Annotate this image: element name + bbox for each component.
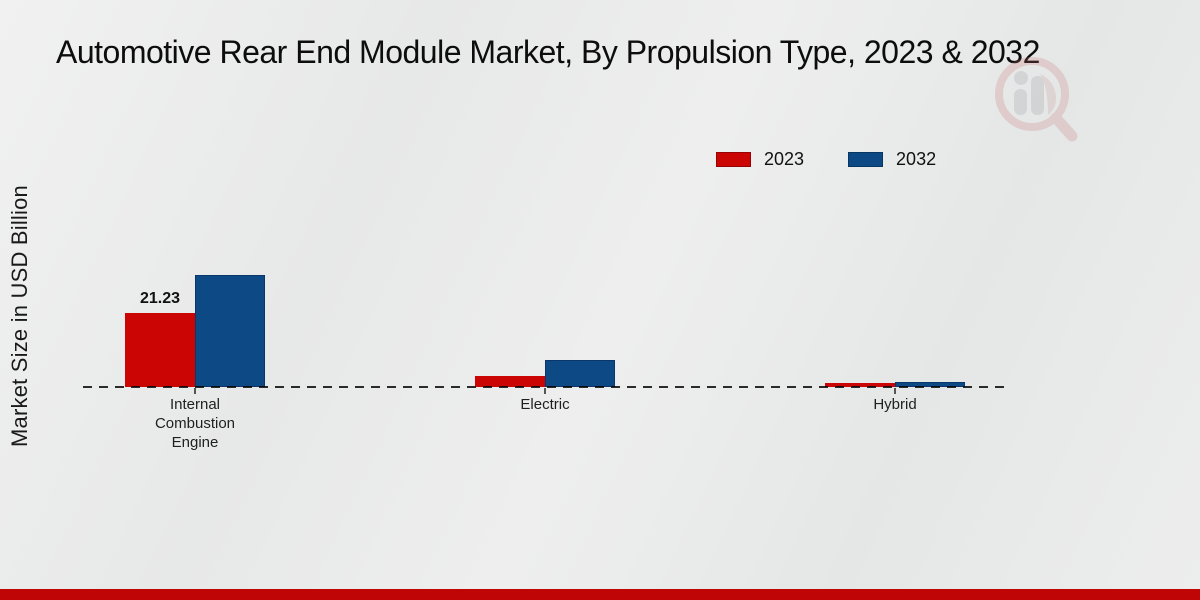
x-axis-tick-hybrid [894, 388, 896, 394]
bar-2032-internal-combustion-engine [195, 275, 265, 387]
category-label-electric: Electric [520, 396, 570, 413]
bottom-accent-strip [0, 589, 1200, 600]
bar-2023-electric [475, 376, 545, 387]
legend-swatch-series-1 [716, 152, 751, 167]
bar-value-label-2023: 21.23 [139, 290, 181, 307]
legend-item-2023: 2023 [716, 149, 804, 170]
watermark-magnifier-logo [995, 57, 1078, 142]
legend-label-series-2: 2032 [896, 149, 937, 169]
chart-title: Automotive Rear End Module Market, By Pr… [56, 34, 1040, 70]
x-axis-tick-electric [544, 388, 546, 394]
bar-2023-hybrid [825, 383, 895, 387]
bar-2023-internal-combustion-engine [125, 313, 195, 387]
legend-swatch-series-2 [848, 152, 884, 167]
bar-2032-electric [545, 360, 615, 387]
legend: 2023 2032 [716, 149, 936, 170]
zero-baseline-dashed-line [83, 386, 1009, 388]
legend-label-series-1: 2023 [764, 149, 805, 169]
legend-item-2032: 2032 [848, 149, 936, 170]
category-label-hybrid: Hybrid [873, 396, 917, 413]
x-axis-tick-internal-combustion-engine [194, 388, 196, 394]
bar-2032-hybrid [895, 382, 965, 387]
category-label-internal-combustion-engine: Internal Combustion Engine [154, 396, 236, 451]
